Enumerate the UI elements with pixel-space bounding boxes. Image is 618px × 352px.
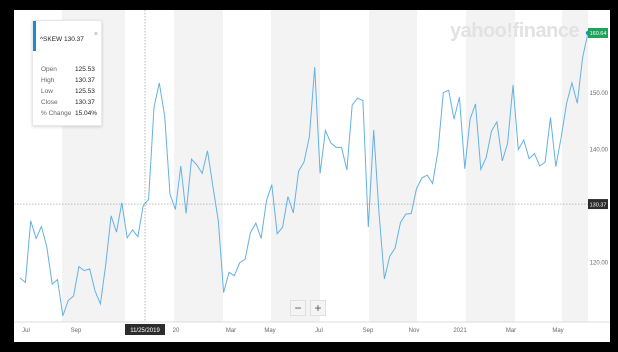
tooltip-row: High 130.37 — [41, 77, 99, 87]
yahoo-finance-logo: yahoo!finance — [450, 20, 580, 42]
zoom-out-button[interactable]: − — [290, 300, 306, 316]
grid-band — [369, 10, 417, 322]
close-icon[interactable]: × — [93, 31, 98, 38]
x-tick-label: Mar — [506, 328, 516, 334]
tooltip-row-value: 15.04% — [75, 110, 98, 117]
x-tick-label: 2021 — [453, 328, 467, 334]
tooltip-row: Low 125.53 — [41, 88, 99, 98]
tooltip-row-value: 125.53 — [75, 88, 95, 95]
chart-panel: yahoo!finance Jul Sep Mar May Jul Sep Nov 2021 M… — [14, 10, 610, 342]
tooltip-row-label: % Change — [41, 110, 72, 117]
tooltip-row-label: High — [41, 77, 55, 84]
tooltip-symbol: ^SKEW 130.37 — [40, 36, 84, 43]
x-tick-label: Mar — [226, 328, 236, 334]
crosshair-x-label: 11/25/2019 — [130, 328, 160, 334]
x-tick-label: May — [552, 328, 563, 334]
tooltip-row-value: 130.37 — [75, 99, 95, 106]
x-tick-label: Jul — [22, 328, 30, 334]
x-tick-label: May — [264, 328, 275, 334]
grid-band — [466, 10, 515, 322]
price-line — [19, 32, 589, 316]
grid-band — [271, 10, 320, 322]
tooltip-row: % Change 15.04% — [41, 110, 99, 120]
zoom-in-button[interactable]: + — [310, 300, 326, 316]
tooltip-accent-bar — [33, 21, 36, 51]
price-chart[interactable]: Jul Sep Mar May Jul Sep Nov 2021 Mar May 20 120.00 1… — [14, 10, 610, 342]
crosshair-x-badge — [125, 324, 165, 335]
y-tick-label: 120.00 — [590, 261, 609, 267]
tooltip-row-label: Open — [41, 66, 57, 73]
crosshair-y-badge — [588, 199, 608, 210]
grid-band — [562, 10, 588, 322]
x-tick-label: Nov — [409, 328, 420, 334]
tooltip-row-label: Close — [41, 99, 58, 106]
tooltip-row-label: Low — [41, 88, 53, 95]
x-tick-label: Jul — [315, 328, 323, 334]
grid-band — [174, 10, 223, 322]
crosshair-y-label: 130.37 — [590, 202, 607, 208]
x-tick-label: Sep — [71, 328, 82, 334]
tooltip-row: Open 125.53 — [41, 66, 99, 76]
tooltip-row-value: 130.37 — [75, 77, 95, 84]
last-price-label: 160.64 — [590, 31, 607, 37]
tooltip-panel: ^SKEW 130.37 × Open 125.53 High 130.37 Low 12… — [32, 20, 102, 126]
x-tick-label: Sep — [363, 328, 374, 334]
tooltip-row: Close 130.37 — [41, 99, 99, 109]
y-tick-label: 150.00 — [590, 91, 609, 97]
tooltip-row-value: 125.53 — [75, 66, 95, 73]
y-tick-label: 140.00 — [590, 148, 609, 154]
x-tick-label: 20 — [173, 328, 180, 334]
last-price-badge — [588, 27, 608, 38]
